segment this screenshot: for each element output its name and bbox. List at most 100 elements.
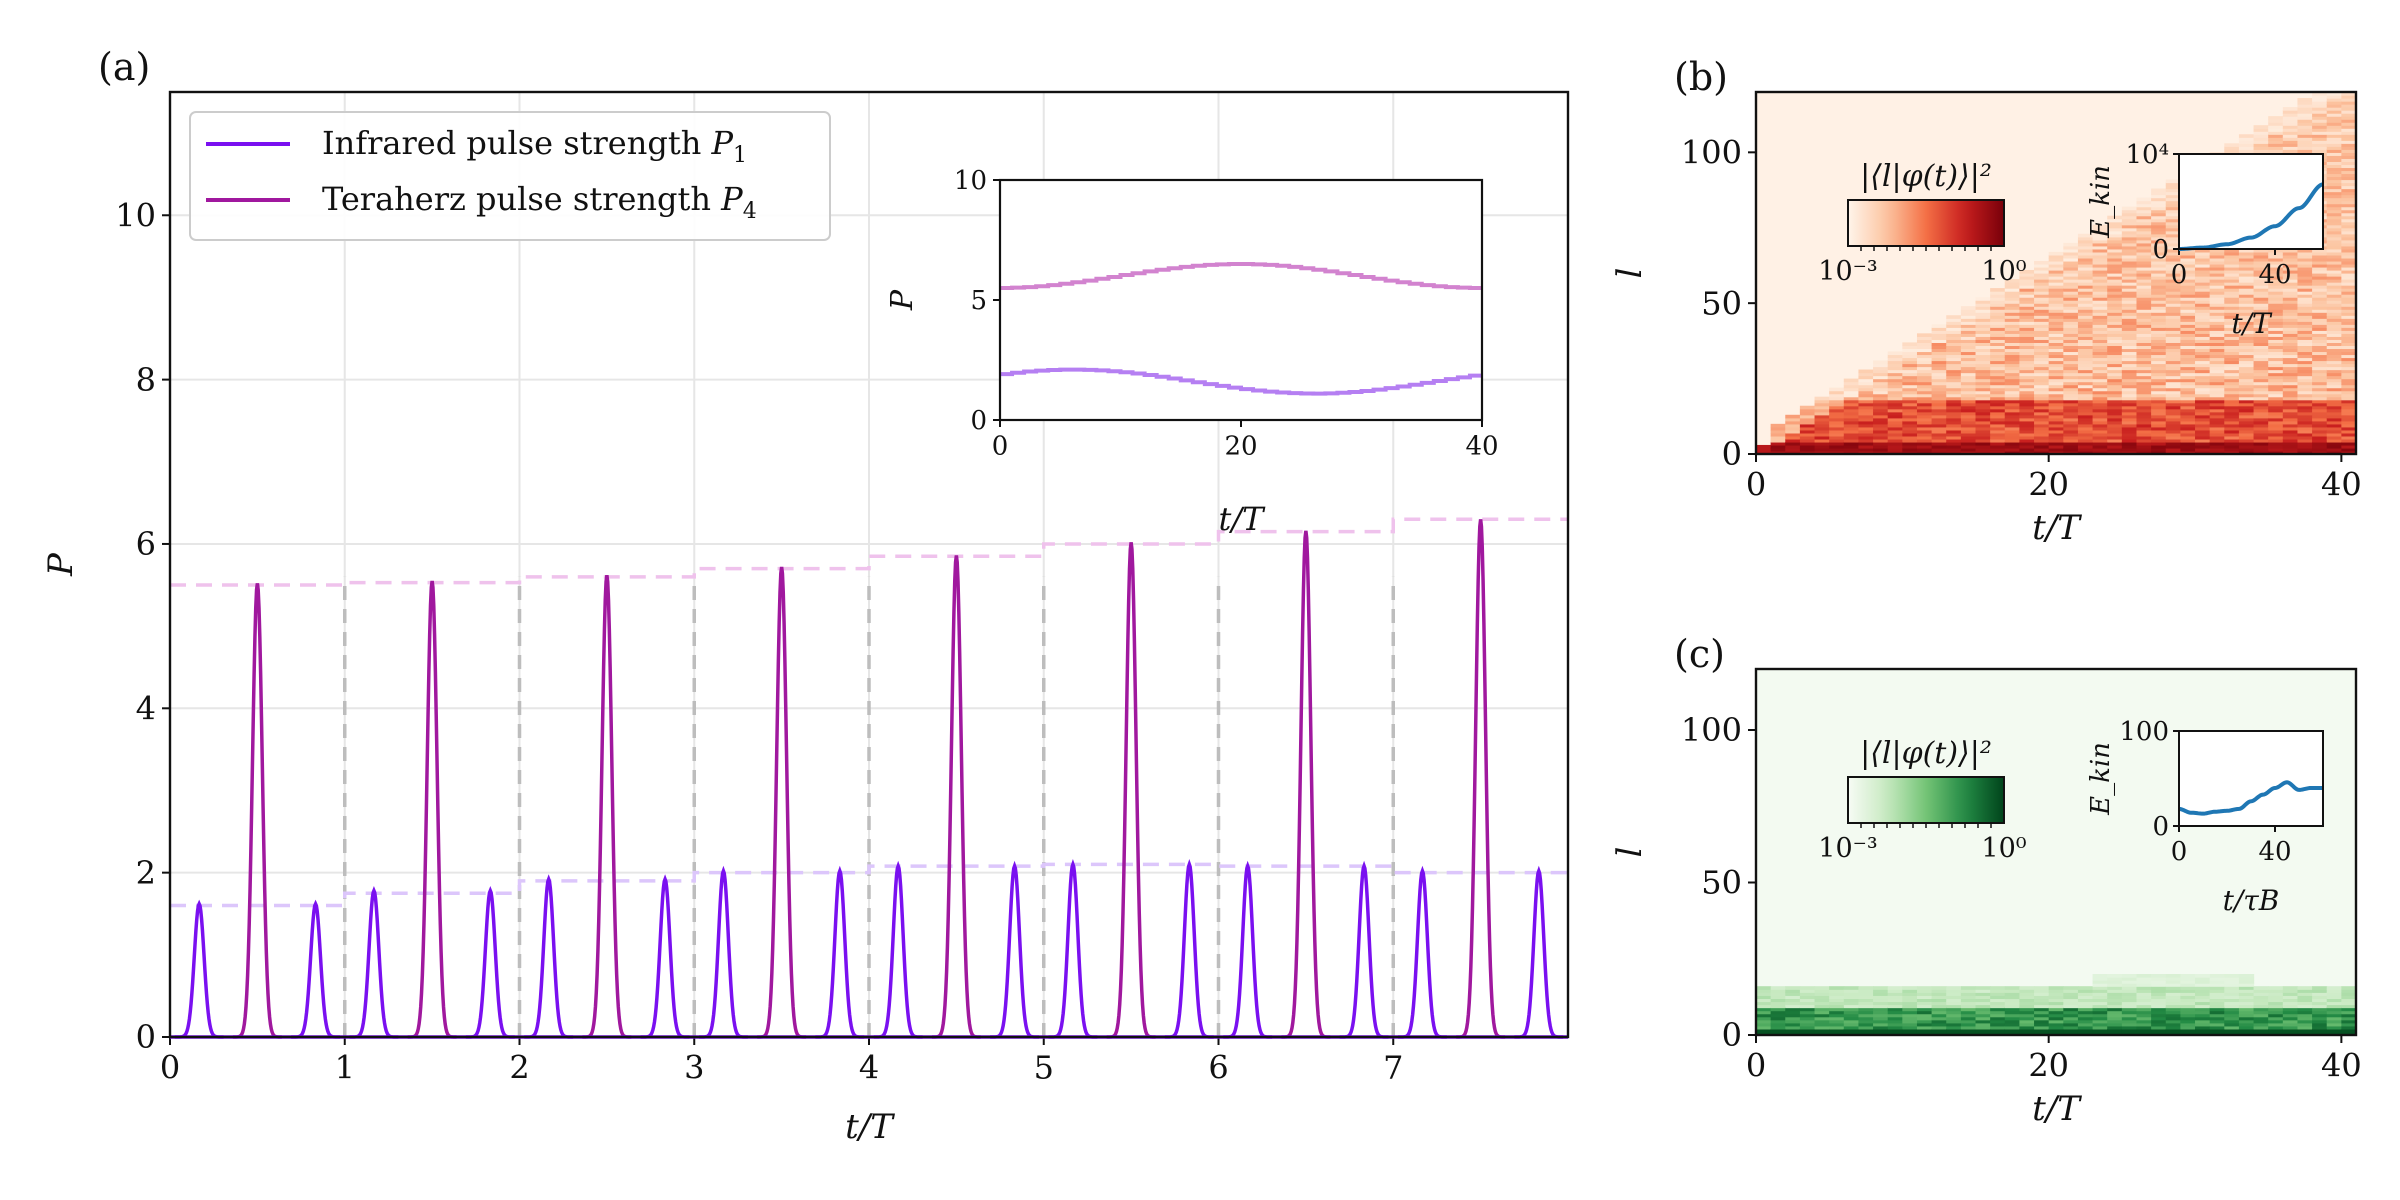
heatmap-cell — [1770, 1013, 1786, 1018]
heatmap-cell — [1829, 1010, 1845, 1015]
heatmap-cell — [2107, 300, 2123, 304]
heatmap-cell — [2048, 441, 2064, 446]
heatmap-cell — [2136, 995, 2152, 999]
heatmap-cell — [1975, 420, 1991, 425]
heatmap-cell — [2107, 315, 2123, 319]
heatmap-cell — [2268, 324, 2284, 328]
heatmap-cell — [2195, 279, 2211, 283]
heatmap-cell — [1931, 1031, 1947, 1036]
heatmap-cell — [2151, 315, 2167, 319]
heatmap-cell — [1873, 1019, 1889, 1024]
heatmap-cell — [1946, 384, 1962, 389]
heatmap-cell — [2077, 285, 2094, 289]
heatmap-cell — [1931, 396, 1947, 401]
heatmap-cell — [1770, 1031, 1786, 1036]
heatmap-cell — [1946, 986, 1962, 990]
heatmap-cell — [1946, 998, 1962, 1003]
heatmap-cell — [1946, 330, 1962, 334]
heatmap-cell — [2151, 206, 2167, 211]
heatmap-cell — [2195, 345, 2211, 350]
heatmap-cell — [1873, 1022, 1889, 1027]
heatmap-cell — [2224, 263, 2240, 268]
heatmap-cell — [2048, 435, 2064, 440]
heatmap-cell — [2282, 122, 2299, 126]
heatmap-cell — [1770, 989, 1786, 993]
heatmap-cell — [2165, 312, 2181, 316]
heatmap-cell — [2165, 408, 2181, 413]
heatmap-cell — [2077, 345, 2094, 350]
heatmap-cell — [2048, 354, 2064, 359]
heatmap-cell — [2341, 269, 2357, 274]
heatmap-cell — [2341, 248, 2357, 253]
heatmap-cell — [2151, 330, 2167, 334]
heatmap-cell — [1990, 414, 2006, 419]
heatmap-cell — [2019, 303, 2035, 307]
heatmap-cell — [2004, 402, 2021, 407]
heatmap-cell — [1858, 1010, 1874, 1015]
heatmap-cell — [1799, 420, 1816, 425]
x-tick-label: 0 — [992, 431, 1009, 461]
heatmap-cell — [1960, 1004, 1977, 1009]
heatmap-cell — [2253, 131, 2269, 135]
heatmap-cell — [2151, 381, 2167, 386]
heatmap-cell — [2341, 279, 2357, 283]
heatmap-cell — [1931, 393, 1947, 398]
heatmap-cell — [2341, 408, 2357, 413]
heatmap-cell — [2004, 303, 2021, 307]
heatmap-cell — [2253, 393, 2269, 398]
heatmap-cell — [2238, 360, 2255, 365]
heatmap-cell — [2195, 998, 2211, 1003]
heatmap-cell — [2107, 342, 2123, 346]
heatmap-cell — [2312, 95, 2328, 99]
heatmap-cell — [2151, 1013, 2167, 1018]
heatmap-cell — [2180, 348, 2196, 353]
heatmap-cell — [2034, 402, 2050, 407]
heatmap-cell — [2004, 408, 2021, 413]
heatmap-cell — [2136, 1007, 2152, 1012]
heatmap-cell — [2092, 260, 2108, 265]
heatmap-cell — [2268, 1016, 2284, 1021]
heatmap-cell — [2224, 146, 2240, 150]
heatmap-cell — [2341, 405, 2357, 410]
heatmap-cell — [2282, 1004, 2299, 1009]
heatmap-cell — [2312, 104, 2328, 108]
heatmap-cell — [2195, 297, 2211, 301]
heatmap-cell — [2268, 288, 2284, 292]
heatmap-cell — [1946, 447, 1962, 452]
heatmap-cell — [1887, 1019, 1903, 1024]
heatmap-cell — [2326, 426, 2342, 431]
heatmap-cell — [2341, 215, 2357, 220]
heatmap-cell — [2107, 995, 2123, 999]
heatmap-cell — [2224, 432, 2240, 437]
heatmap-cell — [2034, 381, 2050, 386]
heatmap-cell — [1799, 408, 1816, 413]
heatmap-cell — [2341, 92, 2357, 96]
heatmap-cell — [2019, 327, 2035, 331]
heatmap-cell — [1814, 1025, 1830, 1030]
heatmap-cell — [2048, 273, 2064, 277]
heatmap-cell — [2092, 980, 2108, 984]
heatmap-cell — [2019, 273, 2035, 277]
heatmap-cell — [1946, 1028, 1962, 1033]
heatmap-cell — [1975, 405, 1991, 410]
heatmap-cell — [2224, 333, 2240, 337]
heatmap-cell — [2121, 330, 2138, 334]
heatmap-cell — [2268, 312, 2284, 316]
heatmap-cell — [2195, 983, 2211, 987]
heatmap-cell — [2341, 327, 2357, 331]
heatmap-cell — [2004, 384, 2021, 389]
heatmap-cell — [2195, 974, 2211, 978]
heatmap-cell — [2019, 363, 2035, 368]
heatmap-cell — [2326, 285, 2342, 289]
heatmap-cell — [2312, 149, 2328, 153]
heatmap-cell — [1873, 399, 1889, 404]
heatmap-cell — [2063, 447, 2079, 452]
heatmap-cell — [2195, 1013, 2211, 1018]
heatmap-cell — [2312, 116, 2328, 120]
heatmap-cell — [2224, 354, 2240, 359]
heatmap-cell — [2092, 363, 2108, 368]
heatmap-cell — [2312, 435, 2328, 440]
heatmap-cell — [2107, 1010, 2123, 1015]
heatmap-cell — [2077, 447, 2094, 452]
